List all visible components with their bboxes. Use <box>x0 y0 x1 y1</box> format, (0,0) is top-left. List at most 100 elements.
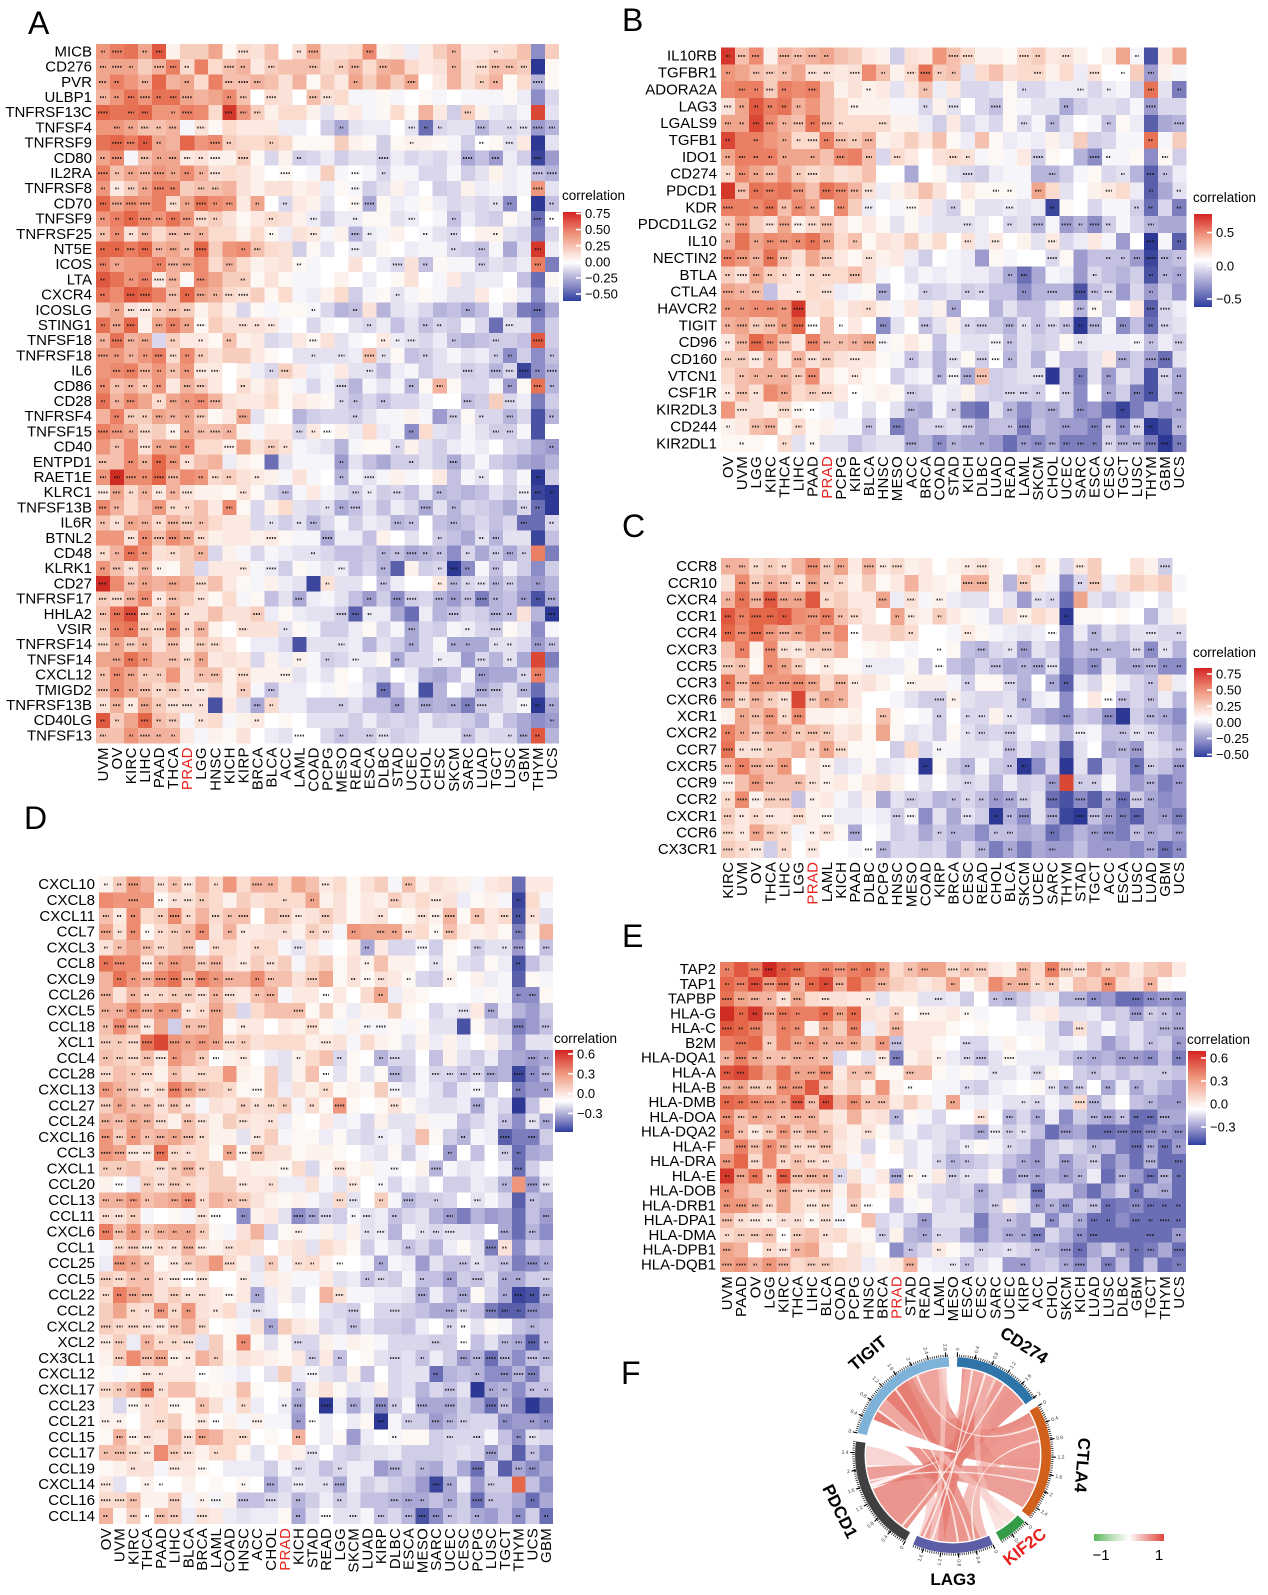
svg-text:THYM: THYM <box>530 747 547 791</box>
svg-text:SARC: SARC <box>1073 456 1090 499</box>
svg-text:CCR9: CCR9 <box>676 775 717 792</box>
svg-text:TGCT: TGCT <box>488 747 505 789</box>
svg-text:−0.3: −0.3 <box>577 1106 603 1121</box>
svg-text:COAD: COAD <box>832 1276 849 1321</box>
svg-text:THYM: THYM <box>1157 1276 1174 1320</box>
svg-text:HLA-DRA: HLA-DRA <box>650 1153 716 1170</box>
svg-text:LAG3: LAG3 <box>930 1570 975 1589</box>
svg-text:GBM: GBM <box>516 747 533 782</box>
svg-text:CCL16: CCL16 <box>48 1492 95 1509</box>
svg-text:UVM: UVM <box>734 862 751 896</box>
svg-text:LAML: LAML <box>819 862 836 902</box>
svg-text:1.2: 1.2 <box>1057 1455 1064 1461</box>
svg-text:LGG: LGG <box>332 1528 349 1561</box>
svg-text:TNFRSF8: TNFRSF8 <box>25 180 93 197</box>
svg-text:CTLA4: CTLA4 <box>670 284 717 301</box>
svg-text:SARC: SARC <box>460 747 477 790</box>
svg-text:LUAD: LUAD <box>474 747 491 788</box>
svg-text:IL6: IL6 <box>71 363 92 380</box>
svg-text:0.75: 0.75 <box>585 206 610 221</box>
svg-text:NT5E: NT5E <box>54 241 92 258</box>
svg-text:CXCL13: CXCL13 <box>38 1082 95 1099</box>
svg-text:CD70: CD70 <box>54 195 92 212</box>
svg-text:PAAD: PAAD <box>847 862 864 903</box>
svg-text:HLA-DPB1: HLA-DPB1 <box>643 1242 716 1259</box>
svg-text:1.6: 1.6 <box>1024 1373 1033 1382</box>
svg-text:LGG: LGG <box>761 1276 778 1309</box>
svg-text:1.2: 1.2 <box>937 1558 944 1566</box>
svg-text:0.6: 0.6 <box>1210 1051 1228 1066</box>
svg-text:−0.3: −0.3 <box>1210 1120 1236 1135</box>
svg-text:0: 0 <box>955 1347 961 1350</box>
svg-text:TGCT: TGCT <box>497 1528 514 1570</box>
svg-text:CCL19: CCL19 <box>48 1460 95 1477</box>
svg-text:XCR1: XCR1 <box>677 708 717 725</box>
svg-text:0.50: 0.50 <box>1216 683 1241 698</box>
svg-text:0.50: 0.50 <box>585 222 610 237</box>
svg-text:ACC: ACC <box>1101 862 1118 895</box>
svg-text:1.2: 1.2 <box>855 1505 864 1514</box>
svg-text:0.4: 0.4 <box>880 1534 889 1543</box>
svg-text:CCR3: CCR3 <box>676 675 717 692</box>
svg-text:PRAD: PRAD <box>805 862 822 905</box>
svg-text:MICB: MICB <box>55 43 93 60</box>
svg-text:SKCM: SKCM <box>446 747 463 792</box>
svg-text:IL10: IL10 <box>688 233 717 250</box>
svg-text:THCA: THCA <box>762 862 779 904</box>
svg-text:LIHC: LIHC <box>776 862 793 897</box>
svg-text:KLRK1: KLRK1 <box>44 560 92 577</box>
svg-text:CHOL: CHOL <box>1044 456 1061 499</box>
svg-text:HNSC: HNSC <box>236 1528 253 1572</box>
svg-text:MESO: MESO <box>414 1528 431 1573</box>
svg-text:CXCL11: CXCL11 <box>39 908 95 925</box>
svg-text:TNFSF13B: TNFSF13B <box>17 499 92 516</box>
svg-text:SKCM: SKCM <box>1016 862 1033 907</box>
svg-text:CX3CL1: CX3CL1 <box>38 1350 95 1367</box>
svg-text:LGG: LGG <box>791 862 808 895</box>
svg-text:HNSC: HNSC <box>860 1276 877 1320</box>
svg-text:IL10RB: IL10RB <box>667 48 717 65</box>
svg-text:CCR6: CCR6 <box>676 825 717 842</box>
svg-text:KIRC: KIRC <box>720 862 737 899</box>
svg-text:0.8: 0.8 <box>866 1521 875 1530</box>
svg-text:READ: READ <box>917 1276 934 1319</box>
svg-text:UCEC: UCEC <box>442 1528 459 1572</box>
svg-text:CXCR6: CXCR6 <box>666 691 717 708</box>
svg-text:HNSC: HNSC <box>207 747 224 791</box>
svg-text:UCS: UCS <box>524 1528 541 1561</box>
svg-text:2: 2 <box>904 1357 911 1362</box>
svg-text:0.0: 0.0 <box>577 1086 595 1101</box>
svg-text:MESO: MESO <box>903 862 920 907</box>
svg-text:TNFRSF17: TNFRSF17 <box>16 591 92 608</box>
svg-text:CCL14: CCL14 <box>48 1508 95 1525</box>
svg-text:COAD: COAD <box>306 747 323 792</box>
svg-text:UVM: UVM <box>719 1276 736 1310</box>
svg-text:CESC: CESC <box>456 1528 473 1571</box>
svg-text:HLA-DOA: HLA-DOA <box>649 1109 716 1126</box>
svg-text:1.2: 1.2 <box>1009 1361 1018 1370</box>
svg-text:HLA-A: HLA-A <box>672 1065 716 1082</box>
svg-text:−0.25: −0.25 <box>1216 731 1249 746</box>
svg-text:CCL8: CCL8 <box>57 955 95 972</box>
svg-text:LGG: LGG <box>748 456 765 489</box>
svg-text:CD27: CD27 <box>54 575 92 592</box>
svg-text:CCL11: CCL11 <box>49 1208 95 1225</box>
svg-text:0.4: 0.4 <box>849 1409 858 1417</box>
svg-text:UCS: UCS <box>1171 862 1188 895</box>
svg-text:CXCL2: CXCL2 <box>47 1318 95 1335</box>
svg-text:0.8: 0.8 <box>992 1351 1000 1360</box>
svg-text:LGALS9: LGALS9 <box>660 115 717 132</box>
svg-text:CD160: CD160 <box>670 351 717 368</box>
svg-text:UCEC: UCEC <box>1030 862 1047 906</box>
svg-text:LAML: LAML <box>1016 456 1033 496</box>
svg-text:CHOL: CHOL <box>418 747 435 790</box>
svg-text:CCR2: CCR2 <box>676 791 717 808</box>
svg-text:SARC: SARC <box>1044 862 1061 905</box>
svg-text:LIHC: LIHC <box>137 747 154 782</box>
svg-text:CXCL14: CXCL14 <box>38 1476 95 1493</box>
svg-text:CD244: CD244 <box>670 418 717 435</box>
svg-text:ESCA: ESCA <box>1115 862 1132 904</box>
svg-text:KICH: KICH <box>1072 1276 1089 1313</box>
svg-text:BTLA: BTLA <box>679 267 717 284</box>
svg-text:ESCA: ESCA <box>959 1276 976 1318</box>
